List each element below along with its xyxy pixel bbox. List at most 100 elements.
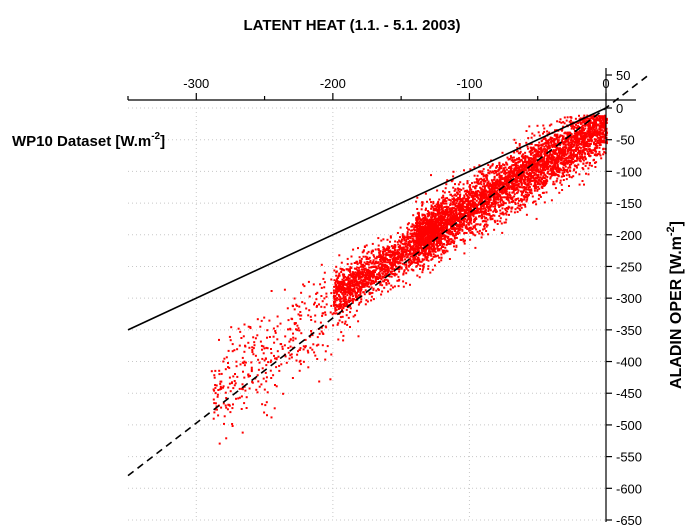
data-point <box>584 158 587 161</box>
data-point <box>594 140 597 143</box>
data-point <box>502 200 505 203</box>
data-point <box>539 155 542 158</box>
data-point <box>521 198 524 201</box>
data-point <box>393 255 396 258</box>
data-point <box>599 140 602 142</box>
data-point <box>333 296 336 299</box>
data-point <box>516 173 519 176</box>
data-point <box>578 139 580 142</box>
data-point <box>387 271 389 274</box>
data-point <box>566 116 569 119</box>
data-point <box>585 148 588 150</box>
data-point <box>472 201 474 204</box>
data-point <box>424 256 427 259</box>
data-point <box>506 197 509 200</box>
data-point <box>525 162 528 165</box>
data-point <box>569 156 572 159</box>
data-point <box>583 183 585 186</box>
data-point <box>444 206 447 209</box>
data-point <box>380 264 383 267</box>
data-point <box>498 166 501 169</box>
data-point <box>491 217 494 220</box>
data-point <box>461 229 464 232</box>
data-point <box>452 197 455 200</box>
data-point <box>419 218 422 221</box>
data-point <box>469 202 472 205</box>
data-point <box>489 218 492 221</box>
data-point <box>513 170 516 173</box>
data-point <box>453 213 456 216</box>
data-point <box>596 117 599 120</box>
data-point <box>397 262 400 265</box>
data-point <box>409 255 412 258</box>
data-point <box>431 230 434 233</box>
data-point <box>489 193 492 196</box>
data-point <box>468 223 470 226</box>
data-point <box>429 218 431 221</box>
data-point <box>484 223 486 226</box>
data-point <box>556 177 559 180</box>
data-point <box>517 189 520 192</box>
data-point <box>544 141 547 144</box>
data-point <box>482 168 485 171</box>
data-point <box>442 233 445 236</box>
data-point <box>557 167 560 169</box>
data-point <box>545 191 548 194</box>
data-point <box>518 144 521 147</box>
data-point <box>479 182 481 185</box>
data-point <box>512 188 514 190</box>
data-point <box>476 223 479 226</box>
data-point <box>562 135 565 138</box>
data-point <box>479 171 482 174</box>
data-point <box>409 244 412 247</box>
data-point <box>485 189 487 192</box>
data-point <box>507 198 510 201</box>
data-point <box>520 158 523 161</box>
data-point <box>485 173 488 176</box>
data-point <box>554 162 556 164</box>
data-point <box>594 120 597 123</box>
data-point <box>510 181 513 184</box>
data-point <box>548 153 551 156</box>
data-point <box>518 160 521 163</box>
data-point <box>473 226 476 229</box>
data-point <box>488 214 491 217</box>
data-point <box>499 217 502 220</box>
data-point <box>564 165 567 168</box>
data-point <box>474 219 477 222</box>
data-point <box>605 131 608 134</box>
data-point <box>505 207 508 209</box>
data-point <box>532 146 535 149</box>
data-point <box>524 182 527 184</box>
data-point <box>563 155 566 158</box>
data-point <box>599 135 602 138</box>
data-point <box>578 131 580 134</box>
data-point <box>472 185 475 188</box>
data-point <box>435 235 438 238</box>
data-point <box>575 140 577 143</box>
data-point <box>435 243 438 246</box>
data-point <box>586 161 589 164</box>
data-point <box>467 208 470 211</box>
data-point <box>575 148 578 151</box>
data-point <box>518 167 521 170</box>
data-point <box>511 191 514 194</box>
data-point <box>506 194 509 197</box>
data-point <box>563 150 566 153</box>
data-point <box>581 136 584 139</box>
data-point <box>542 138 545 140</box>
data-point <box>494 221 497 224</box>
data-point <box>565 159 568 162</box>
data-point <box>553 158 556 161</box>
data-point <box>424 215 427 217</box>
data-point <box>494 182 497 185</box>
data-point <box>603 117 605 120</box>
data-point <box>401 257 404 260</box>
data-point <box>445 222 448 225</box>
data-point <box>451 214 454 217</box>
data-point <box>481 185 484 188</box>
data-point <box>530 166 533 169</box>
data-point <box>539 152 542 155</box>
data-point <box>518 143 521 145</box>
